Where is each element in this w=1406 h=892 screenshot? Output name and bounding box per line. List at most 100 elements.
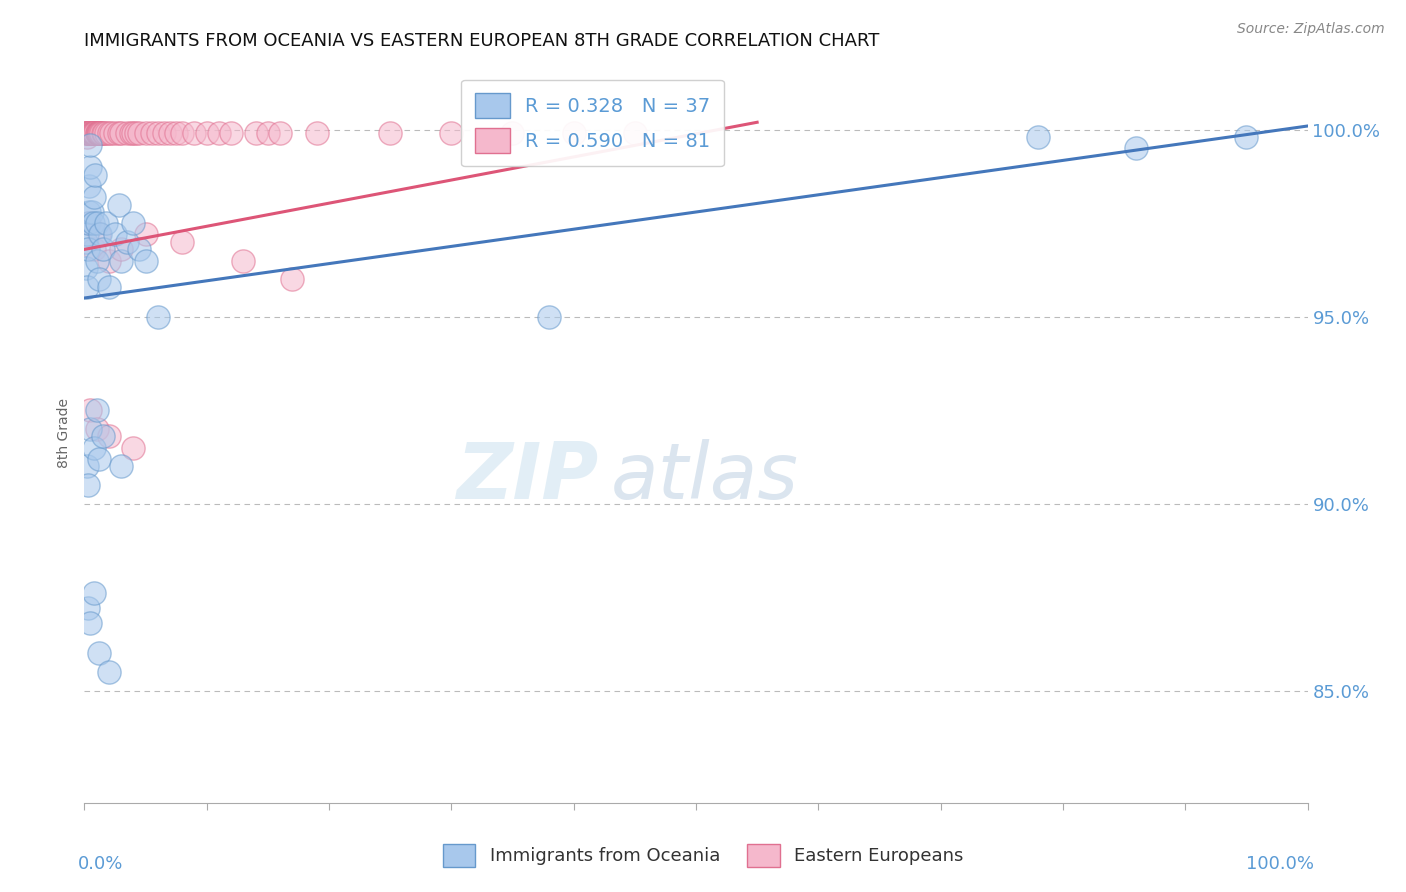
Y-axis label: 8th Grade: 8th Grade (58, 398, 72, 467)
Point (77, 127, 100, 141)
Point (87, 127, 110, 141)
Point (76, 127, 98, 141)
Point (219, 127, 242, 141)
Point (146, 310, 169, 324)
Point (75, 235, 97, 249)
Point (83, 441, 105, 455)
Text: atlas: atlas (610, 439, 799, 515)
Point (107, 197, 129, 211)
Point (281, 272, 304, 286)
Point (83, 586, 105, 600)
Point (75, 127, 97, 141)
Point (624, 127, 647, 141)
Point (172, 127, 194, 141)
Point (76, 130, 98, 145)
Point (77, 243, 100, 257)
Point (128, 127, 150, 141)
Point (195, 127, 218, 141)
Point (208, 127, 231, 141)
Point (79, 127, 101, 141)
Point (91, 127, 114, 141)
Point (110, 127, 132, 141)
Point (79, 422, 101, 436)
Point (1125, 141, 1147, 155)
Point (75, 127, 97, 141)
Point (89, 127, 111, 141)
Text: 100.0%: 100.0% (1246, 855, 1313, 872)
Point (79, 127, 101, 141)
Point (91, 429, 114, 443)
Point (146, 127, 169, 141)
Point (87, 646, 110, 660)
Legend: R = 0.328   N = 37, R = 0.590   N = 81: R = 0.328 N = 37, R = 0.590 N = 81 (461, 79, 724, 167)
Point (87, 127, 110, 141)
Point (122, 127, 145, 141)
Point (87, 127, 110, 141)
Point (122, 216, 145, 230)
Point (107, 127, 129, 141)
Point (80, 205, 103, 219)
Text: 0.0%: 0.0% (79, 855, 124, 872)
Point (83, 127, 105, 141)
Point (153, 127, 176, 141)
Point (86, 253, 108, 268)
Point (97, 253, 120, 268)
Point (82, 127, 104, 141)
Point (87, 272, 110, 286)
Point (77, 127, 100, 141)
Point (83, 190, 105, 204)
Point (245, 127, 267, 141)
Legend: Immigrants from Oceania, Eastern Europeans: Immigrants from Oceania, Eastern Europea… (433, 835, 973, 876)
Point (91, 243, 114, 257)
Point (135, 253, 157, 268)
Point (87, 127, 110, 141)
Point (90, 127, 112, 141)
Point (79, 616, 101, 631)
Point (159, 127, 181, 141)
Point (100, 127, 122, 141)
Point (440, 127, 463, 141)
Point (110, 253, 132, 268)
Point (77, 205, 100, 219)
Point (104, 127, 127, 141)
Point (77, 478, 100, 492)
Point (76, 280, 98, 294)
Point (83, 243, 105, 257)
Point (75, 127, 97, 141)
Point (86, 127, 108, 141)
Point (86, 216, 108, 230)
Point (1028, 130, 1050, 145)
Point (89, 227, 111, 242)
Point (80, 127, 103, 141)
Point (97, 280, 120, 294)
Point (135, 227, 157, 242)
Point (122, 441, 145, 455)
Text: Source: ZipAtlas.com: Source: ZipAtlas.com (1237, 22, 1385, 37)
Point (79, 137, 101, 152)
Point (76, 227, 98, 242)
Point (84, 168, 107, 182)
Point (125, 127, 148, 141)
Point (77, 216, 100, 230)
Point (80, 127, 103, 141)
Point (79, 403, 101, 417)
Point (562, 127, 585, 141)
Point (141, 127, 163, 141)
Point (97, 429, 120, 443)
Point (87, 451, 110, 466)
Point (77, 178, 100, 193)
Point (77, 601, 100, 615)
Point (1236, 130, 1258, 145)
Point (87, 227, 110, 242)
Text: ZIP: ZIP (456, 439, 598, 515)
Point (86, 127, 108, 141)
Text: IMMIGRANTS FROM OCEANIA VS EASTERN EUROPEAN 8TH GRADE CORRELATION CHART: IMMIGRANTS FROM OCEANIA VS EASTERN EUROP… (84, 32, 880, 50)
Point (75, 261, 97, 276)
Point (110, 459, 132, 474)
Point (115, 127, 138, 141)
Point (110, 243, 132, 257)
Point (104, 227, 127, 242)
Point (128, 243, 150, 257)
Point (76, 459, 98, 474)
Point (82, 127, 104, 141)
